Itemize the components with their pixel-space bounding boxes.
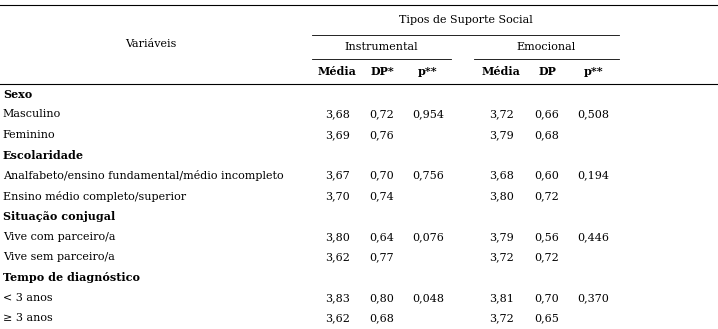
Text: 0,60: 0,60: [535, 171, 559, 181]
Text: 3,68: 3,68: [325, 110, 350, 119]
Text: 0,74: 0,74: [370, 191, 394, 201]
Text: 0,70: 0,70: [370, 171, 394, 181]
Text: 0,72: 0,72: [535, 191, 559, 201]
Text: Vive sem parceiro/a: Vive sem parceiro/a: [3, 252, 115, 262]
Text: 0,66: 0,66: [535, 110, 559, 119]
Text: 3,72: 3,72: [489, 110, 513, 119]
Text: p**: p**: [418, 66, 438, 77]
Text: Escolaridade: Escolaridade: [3, 150, 84, 161]
Text: Masculino: Masculino: [3, 110, 61, 119]
Text: 0,72: 0,72: [535, 252, 559, 262]
Text: Feminino: Feminino: [3, 130, 55, 140]
Text: 0,954: 0,954: [412, 110, 444, 119]
Text: 0,64: 0,64: [370, 232, 394, 242]
Text: < 3 anos: < 3 anos: [3, 293, 52, 303]
Text: 3,68: 3,68: [489, 171, 513, 181]
Text: Analfabeto/ensino fundamental/médio incompleto: Analfabeto/ensino fundamental/médio inco…: [3, 170, 284, 181]
Text: 0,72: 0,72: [370, 110, 394, 119]
Text: 3,69: 3,69: [325, 130, 350, 140]
Text: 0,56: 0,56: [535, 232, 559, 242]
Text: 0,77: 0,77: [370, 252, 394, 262]
Text: Instrumental: Instrumental: [345, 42, 419, 52]
Text: 0,70: 0,70: [535, 293, 559, 303]
Text: 0,076: 0,076: [412, 232, 444, 242]
Text: 3,67: 3,67: [325, 171, 350, 181]
Text: DP*: DP*: [370, 66, 394, 77]
Text: Variáveis: Variáveis: [125, 39, 177, 49]
Text: 0,65: 0,65: [535, 314, 559, 323]
Text: 3,79: 3,79: [489, 232, 513, 242]
Text: 0,370: 0,370: [577, 293, 609, 303]
Text: Sexo: Sexo: [3, 89, 32, 100]
Text: Tempo de diagnóstico: Tempo de diagnóstico: [3, 272, 140, 283]
Text: Vive com parceiro/a: Vive com parceiro/a: [3, 232, 116, 242]
Text: 3,70: 3,70: [325, 191, 350, 201]
Text: 3,83: 3,83: [325, 293, 350, 303]
Text: Tipos de Suporte Social: Tipos de Suporte Social: [398, 15, 533, 25]
Text: Situação conjugal: Situação conjugal: [3, 211, 115, 222]
Text: ≥ 3 anos: ≥ 3 anos: [3, 314, 52, 323]
Text: 3,79: 3,79: [489, 130, 513, 140]
Text: p**: p**: [583, 66, 603, 77]
Text: DP: DP: [538, 66, 556, 77]
Text: 3,80: 3,80: [489, 191, 513, 201]
Text: 3,72: 3,72: [489, 252, 513, 262]
Text: 0,194: 0,194: [577, 171, 609, 181]
Text: 3,62: 3,62: [325, 252, 350, 262]
Text: Média: Média: [482, 66, 521, 77]
Text: 0,68: 0,68: [370, 314, 394, 323]
Text: 0,76: 0,76: [370, 130, 394, 140]
Text: Ensino médio completo/superior: Ensino médio completo/superior: [3, 190, 186, 202]
Text: 0,446: 0,446: [577, 232, 609, 242]
Text: Emocional: Emocional: [517, 42, 576, 52]
Text: 0,68: 0,68: [535, 130, 559, 140]
Text: 0,756: 0,756: [412, 171, 444, 181]
Text: 3,80: 3,80: [325, 232, 350, 242]
Text: 0,80: 0,80: [370, 293, 394, 303]
Text: Média: Média: [318, 66, 357, 77]
Text: 3,72: 3,72: [489, 314, 513, 323]
Text: 3,62: 3,62: [325, 314, 350, 323]
Text: 0,508: 0,508: [577, 110, 609, 119]
Text: 3,81: 3,81: [489, 293, 513, 303]
Text: 0,048: 0,048: [412, 293, 444, 303]
